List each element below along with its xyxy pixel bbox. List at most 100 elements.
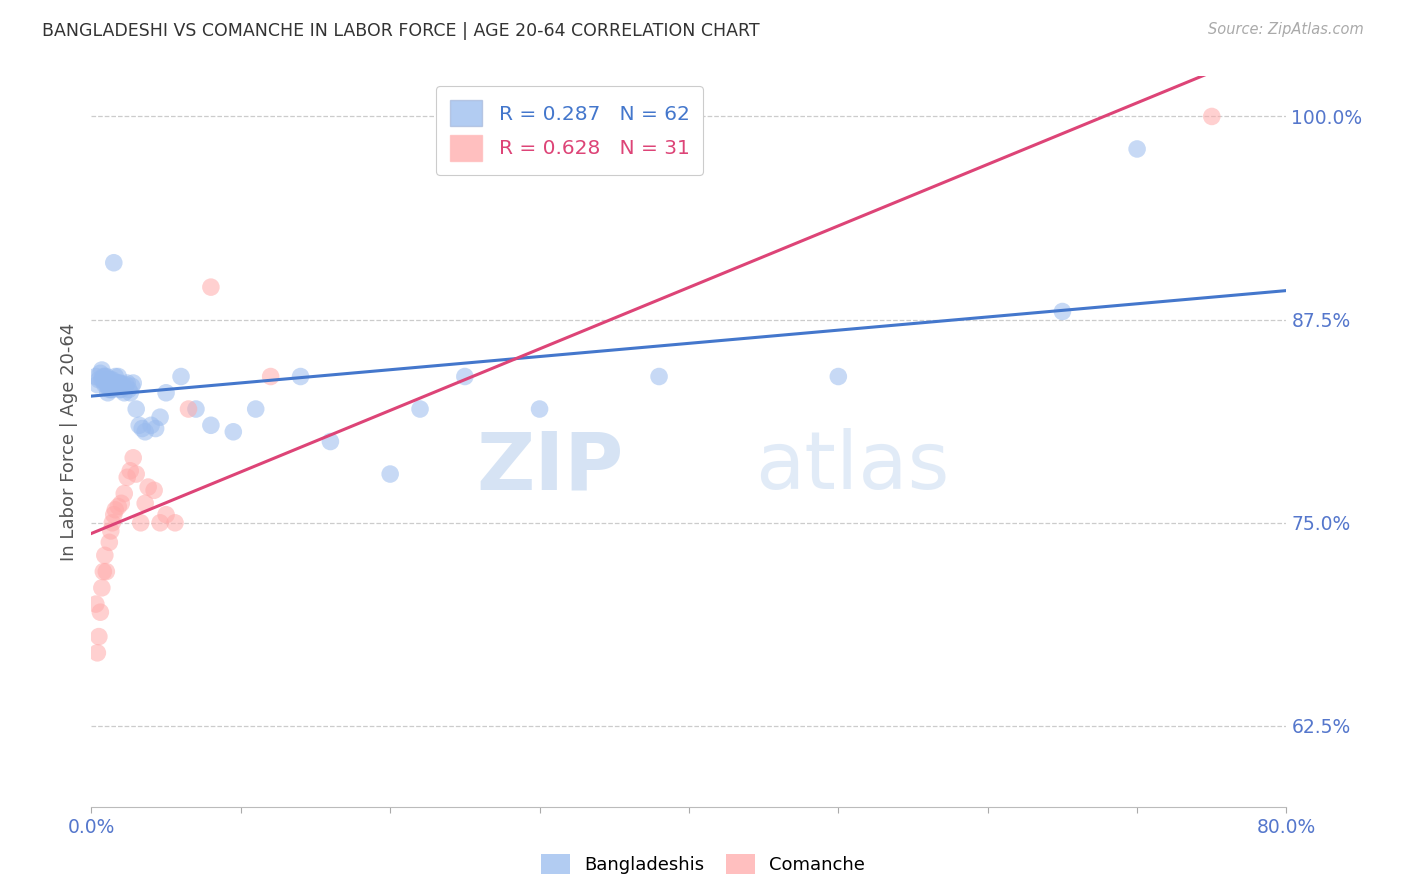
Legend: R = 0.287   N = 62, R = 0.628   N = 31: R = 0.287 N = 62, R = 0.628 N = 31 — [436, 86, 703, 175]
Point — [145, 421, 167, 435]
Point — [101, 516, 124, 530]
Y-axis label: In Labor Force | Age 20-64: In Labor Force | Age 20-64 — [59, 322, 77, 561]
Point — [104, 376, 127, 390]
Point — [290, 369, 312, 384]
Point — [648, 369, 671, 384]
Point — [89, 605, 111, 619]
Point — [120, 464, 142, 478]
Point — [100, 383, 122, 397]
Point — [87, 630, 110, 644]
Point — [134, 496, 156, 510]
Point — [115, 376, 138, 390]
Point — [86, 646, 108, 660]
Point — [87, 373, 110, 387]
Point — [103, 256, 125, 270]
Point — [1126, 142, 1149, 156]
Point — [90, 373, 112, 387]
Point — [108, 376, 131, 390]
Point — [94, 377, 117, 392]
Legend: Bangladeshis, Comanche: Bangladeshis, Comanche — [534, 847, 872, 881]
Text: Source: ZipAtlas.com: Source: ZipAtlas.com — [1208, 22, 1364, 37]
Point — [136, 480, 159, 494]
Point — [105, 376, 128, 390]
Point — [89, 366, 111, 380]
Point — [170, 369, 193, 384]
Point — [98, 535, 121, 549]
Point — [121, 379, 143, 393]
Point — [177, 402, 200, 417]
Point — [125, 402, 148, 417]
Point — [112, 486, 135, 500]
Point — [222, 425, 245, 439]
Point — [122, 376, 145, 390]
Point — [141, 418, 163, 433]
Point — [259, 369, 281, 384]
Point — [125, 467, 148, 481]
Point — [104, 503, 127, 517]
Point — [827, 369, 849, 384]
Point — [96, 565, 118, 579]
Point — [107, 376, 129, 390]
Text: atlas: atlas — [755, 428, 949, 506]
Point — [245, 402, 267, 417]
Point — [155, 385, 177, 400]
Point — [120, 385, 142, 400]
Point — [163, 516, 186, 530]
Point — [103, 377, 125, 392]
Point — [86, 377, 108, 392]
Point — [184, 402, 207, 417]
Point — [118, 383, 141, 397]
Point — [122, 450, 145, 465]
Point — [100, 373, 122, 387]
Point — [96, 373, 118, 387]
Point — [1052, 304, 1074, 318]
Point — [155, 508, 177, 522]
Point — [115, 470, 138, 484]
Point — [529, 402, 551, 417]
Point — [103, 508, 125, 522]
Point — [1201, 110, 1223, 124]
Point — [108, 383, 131, 397]
Point — [93, 373, 115, 387]
Point — [110, 383, 132, 397]
Point — [454, 369, 477, 384]
Point — [90, 581, 112, 595]
Point — [409, 402, 432, 417]
Point — [131, 421, 153, 435]
Point — [84, 597, 107, 611]
Point — [97, 385, 120, 400]
Point — [94, 369, 117, 384]
Point — [129, 516, 152, 530]
Point — [200, 418, 222, 433]
Point — [93, 369, 115, 384]
Point — [90, 363, 112, 377]
Point — [101, 383, 124, 397]
Point — [111, 377, 134, 392]
Point — [149, 410, 172, 425]
Point — [97, 377, 120, 392]
Point — [143, 483, 166, 498]
Point — [98, 373, 121, 387]
Point — [94, 549, 117, 563]
Point — [84, 369, 107, 384]
Point — [101, 373, 124, 387]
Point — [128, 418, 150, 433]
Point — [380, 467, 402, 481]
Point — [112, 385, 135, 400]
Point — [110, 496, 132, 510]
Point — [114, 377, 136, 392]
Point — [98, 383, 121, 397]
Point — [104, 369, 127, 384]
Point — [319, 434, 342, 449]
Point — [96, 369, 118, 384]
Point — [149, 516, 172, 530]
Point — [134, 425, 156, 439]
Point — [107, 500, 129, 514]
Text: ZIP: ZIP — [477, 428, 623, 506]
Point — [200, 280, 222, 294]
Text: BANGLADESHI VS COMANCHE IN LABOR FORCE | AGE 20-64 CORRELATION CHART: BANGLADESHI VS COMANCHE IN LABOR FORCE |… — [42, 22, 759, 40]
Point — [100, 524, 122, 538]
Point — [107, 369, 129, 384]
Point — [93, 565, 115, 579]
Point — [96, 377, 118, 392]
